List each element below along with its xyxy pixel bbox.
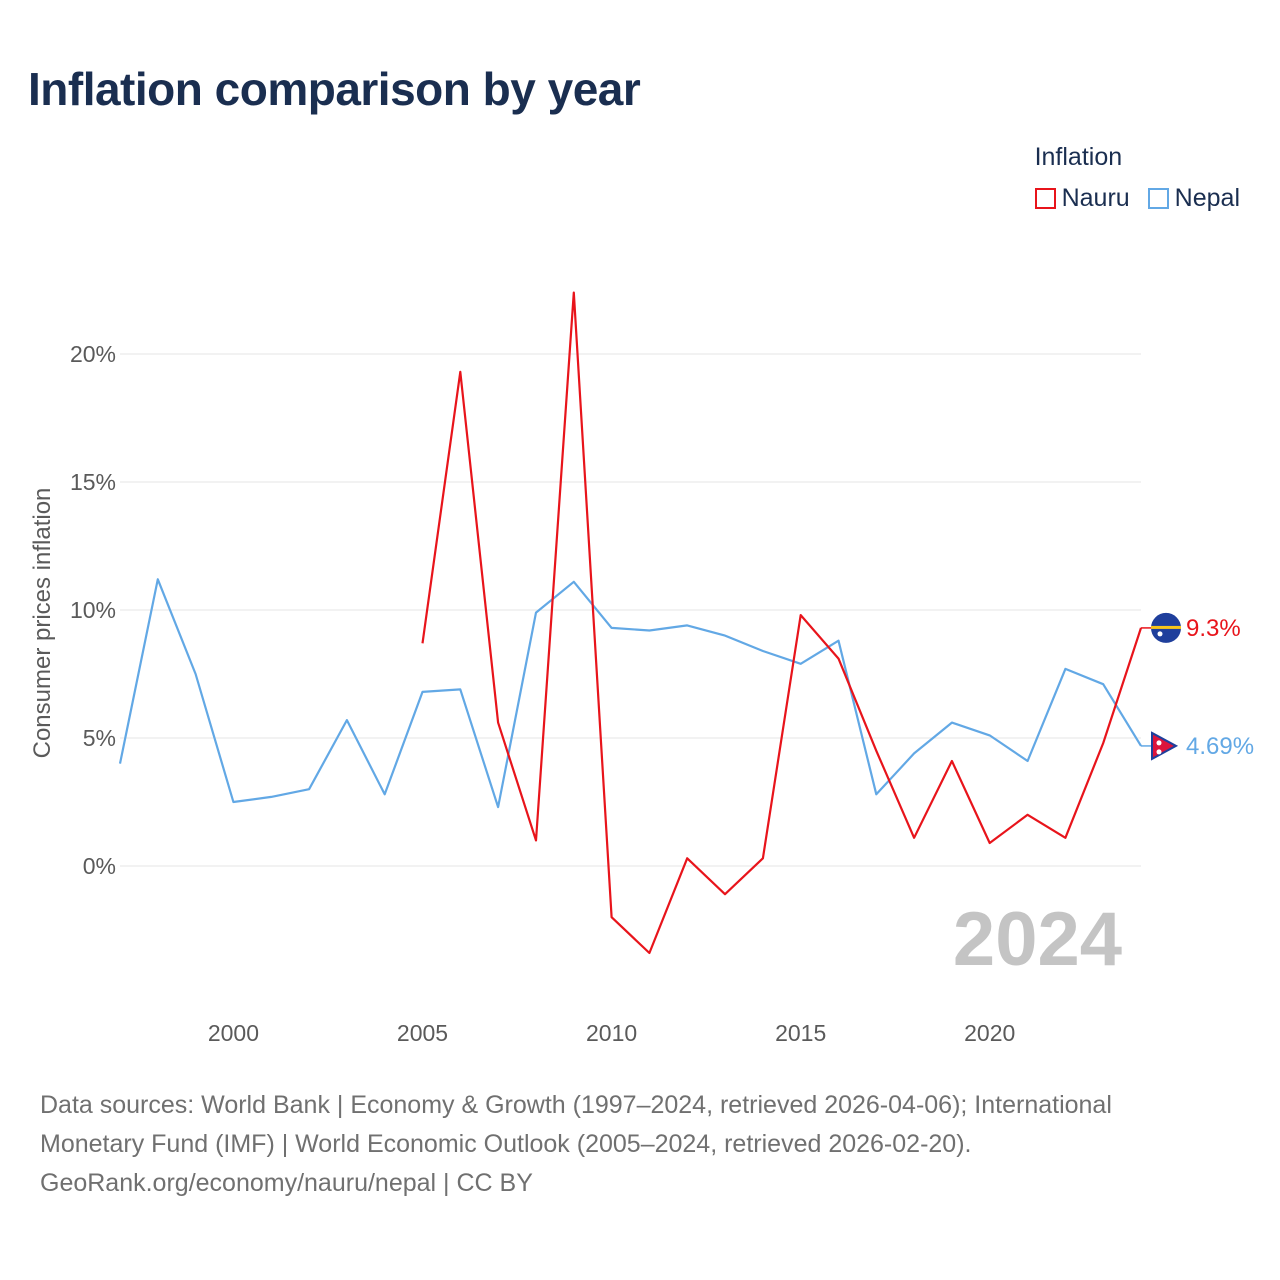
data-point-nepal[interactable] bbox=[117, 761, 123, 767]
end-label-nepal: 4.69% bbox=[1186, 733, 1254, 760]
chart-title: Inflation comparison by year bbox=[28, 63, 641, 115]
x-tick-label: 2000 bbox=[208, 1020, 259, 1046]
data-point-nepal[interactable] bbox=[835, 638, 841, 644]
data-point-nauru[interactable] bbox=[646, 950, 652, 956]
data-point-nepal[interactable] bbox=[646, 627, 652, 633]
y-tick-label: 15% bbox=[70, 469, 116, 495]
data-point-nepal[interactable] bbox=[911, 750, 917, 756]
data-point-nauru[interactable] bbox=[609, 914, 615, 920]
x-axis-ticks: 2000 2005 2010 2015 2020 bbox=[208, 1020, 1015, 1046]
data-point-nauru[interactable] bbox=[760, 855, 766, 861]
y-tick-label: 0% bbox=[83, 853, 116, 879]
data-point-nepal[interactable] bbox=[306, 786, 312, 792]
data-point-nepal[interactable] bbox=[609, 625, 615, 631]
y-tick-label: 10% bbox=[70, 597, 116, 623]
data-point-nauru[interactable] bbox=[722, 891, 728, 897]
data-point-nepal[interactable] bbox=[495, 804, 501, 810]
data-point-nepal[interactable] bbox=[722, 633, 728, 639]
x-tick-label: 2020 bbox=[964, 1020, 1015, 1046]
gridlines bbox=[120, 353, 1141, 867]
data-point-nepal[interactable] bbox=[268, 794, 274, 800]
data-point-nauru[interactable] bbox=[911, 835, 917, 841]
y-tick-label: 20% bbox=[70, 341, 116, 367]
footer-line-1: Data sources: World Bank | Economy & Gro… bbox=[40, 1091, 1112, 1119]
flag-nepal-icon bbox=[1151, 730, 1181, 761]
data-point-nepal[interactable] bbox=[344, 717, 350, 723]
data-point-nepal[interactable] bbox=[230, 799, 236, 805]
data-point-nauru[interactable] bbox=[987, 840, 993, 846]
series-line-nepal bbox=[118, 578, 1142, 809]
data-point-nauru[interactable] bbox=[571, 290, 577, 296]
x-tick-label: 2005 bbox=[397, 1020, 448, 1046]
footer-line-2: Monetary Fund (IMF) | World Economic Out… bbox=[40, 1130, 972, 1158]
legend: Inflation Nauru Nepal bbox=[1034, 143, 1240, 213]
data-point-nepal[interactable] bbox=[155, 576, 161, 582]
data-point-nepal[interactable] bbox=[382, 791, 388, 797]
series-line-nauru bbox=[421, 291, 1143, 955]
data-point-nepal[interactable] bbox=[533, 610, 539, 616]
legend-item-nauru[interactable]: Nauru bbox=[1034, 184, 1130, 213]
flag-nauru-icon bbox=[1151, 612, 1181, 643]
data-point-nauru[interactable] bbox=[949, 758, 955, 764]
end-markers: 9.3% 4.69% bbox=[1141, 612, 1254, 761]
data-point-nauru[interactable] bbox=[835, 656, 841, 662]
y-axis-label: Consumer prices inflation bbox=[29, 488, 56, 759]
data-point-nepal[interactable] bbox=[987, 732, 993, 738]
data-point-nauru[interactable] bbox=[684, 855, 690, 861]
data-point-nepal[interactable] bbox=[420, 689, 426, 695]
end-label-nauru: 9.3% bbox=[1186, 615, 1241, 642]
data-point-nauru[interactable] bbox=[1025, 812, 1031, 818]
data-point-nauru[interactable] bbox=[798, 612, 804, 618]
data-point-nepal[interactable] bbox=[193, 671, 199, 677]
y-tick-label: 5% bbox=[83, 725, 116, 751]
legend-label-nauru: Nauru bbox=[1061, 184, 1130, 212]
data-point-nauru[interactable] bbox=[1062, 835, 1068, 841]
data-point-nauru[interactable] bbox=[873, 748, 879, 754]
data-point-nauru[interactable] bbox=[495, 720, 501, 726]
data-point-nepal[interactable] bbox=[949, 720, 955, 726]
x-tick-label: 2015 bbox=[775, 1020, 826, 1046]
data-point-nepal[interactable] bbox=[684, 622, 690, 628]
legend-swatch-nepal bbox=[1147, 188, 1169, 209]
footer-line-3[interactable]: GeoRank.org/economy/nauru/nepal | CC BY bbox=[40, 1169, 533, 1197]
x-tick-label: 2010 bbox=[586, 1020, 637, 1046]
data-point-nauru[interactable] bbox=[1100, 740, 1106, 746]
data-point-nepal[interactable] bbox=[571, 579, 577, 585]
data-point-nepal[interactable] bbox=[1100, 681, 1106, 687]
data-point-nepal[interactable] bbox=[873, 791, 879, 797]
data-point-nauru[interactable] bbox=[533, 837, 539, 843]
data-point-nepal[interactable] bbox=[1062, 666, 1068, 672]
data-point-nauru[interactable] bbox=[420, 640, 426, 646]
legend-title: Inflation bbox=[1034, 143, 1123, 171]
y-axis-ticks: 0% 5% 10% 15% 20% bbox=[70, 341, 116, 879]
data-point-nepal[interactable] bbox=[760, 648, 766, 654]
legend-label-nepal: Nepal bbox=[1174, 184, 1240, 212]
legend-item-nepal[interactable]: Nepal bbox=[1147, 184, 1240, 213]
series-lines bbox=[117, 290, 1143, 956]
data-point-nepal[interactable] bbox=[798, 661, 804, 667]
year-watermark: 2024 bbox=[953, 897, 1122, 982]
legend-swatch-nauru bbox=[1034, 188, 1056, 209]
data-sources-footer: Data sources: World Bank | Economy & Gro… bbox=[40, 1086, 1240, 1203]
data-point-nepal[interactable] bbox=[1025, 758, 1031, 764]
data-point-nepal[interactable] bbox=[457, 686, 463, 692]
data-point-nauru[interactable] bbox=[457, 369, 463, 375]
